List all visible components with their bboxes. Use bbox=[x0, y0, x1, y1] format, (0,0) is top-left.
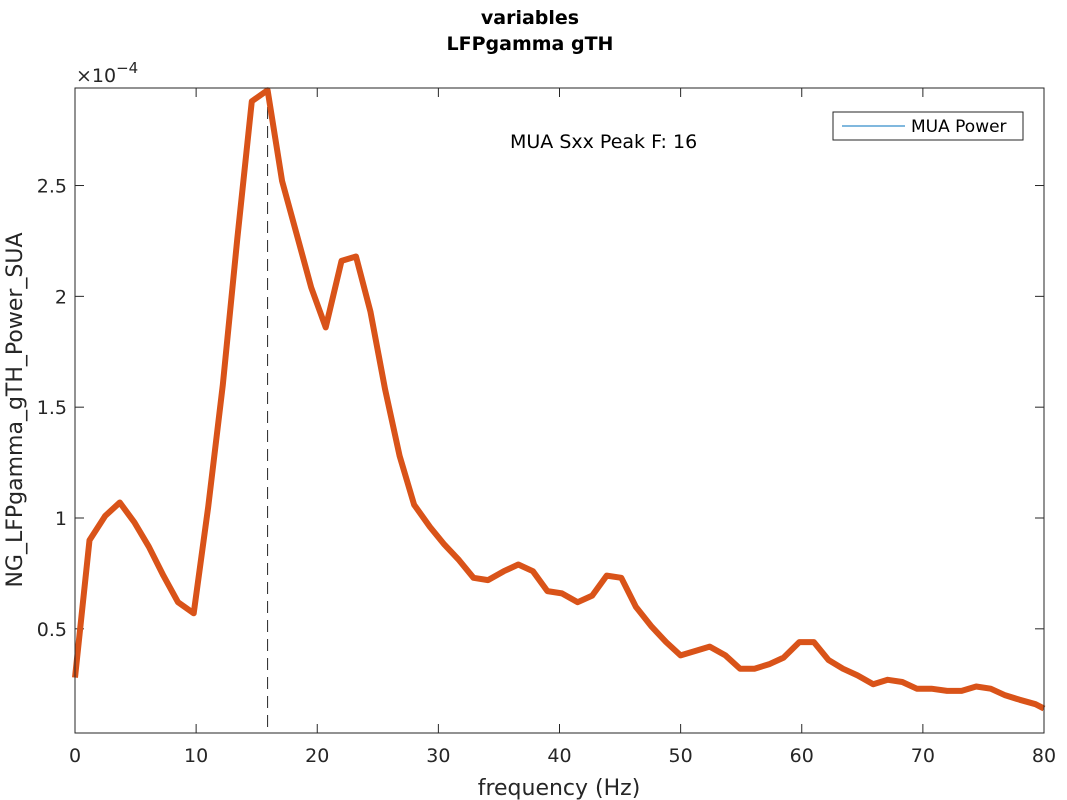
series-group bbox=[72, 87, 1046, 712]
axes-box bbox=[74, 87, 1045, 734]
y-tick-label: 2.5 bbox=[37, 176, 67, 198]
chart-subtitle: LFPgamma gTH bbox=[447, 33, 614, 55]
y-axis-label: NG_LFPgamma_gTH_Power_SUA bbox=[3, 232, 28, 587]
x-tick-label: 10 bbox=[184, 745, 208, 767]
ticks-group: 0 10 20 30 40 50 60 70 80 0.5 1 1.5 2 2.5 bbox=[37, 88, 1056, 767]
x-tick-label: 0 bbox=[69, 745, 81, 767]
y-tick-label: 1 bbox=[55, 508, 67, 530]
series-line bbox=[72, 87, 1046, 712]
x-axis-label: frequency (Hz) bbox=[478, 776, 641, 800]
y-exponent-base: ×10 bbox=[76, 65, 116, 87]
legend-label-mua-power: MUA Power bbox=[911, 117, 1007, 137]
legend: MUA Power bbox=[832, 111, 1024, 141]
y-exponent-label: ×10−4 bbox=[76, 59, 138, 87]
x-tick-label: 20 bbox=[305, 745, 329, 767]
y-tick-label: 1.5 bbox=[37, 397, 67, 419]
x-tick-label: 50 bbox=[669, 745, 693, 767]
y-exponent-power: −4 bbox=[116, 59, 138, 77]
x-tick-label: 60 bbox=[790, 745, 814, 767]
plot-area bbox=[75, 88, 1044, 733]
peak-annotation: MUA Sxx Peak F: 16 bbox=[510, 131, 697, 153]
chart-title: variables bbox=[481, 7, 579, 29]
x-tick-label: 30 bbox=[426, 745, 450, 767]
y-tick-label: 2 bbox=[55, 286, 67, 308]
x-tick-label: 80 bbox=[1032, 745, 1056, 767]
y-tick-label: 0.5 bbox=[37, 619, 67, 641]
x-tick-label: 40 bbox=[547, 745, 571, 767]
x-tick-label: 70 bbox=[911, 745, 935, 767]
